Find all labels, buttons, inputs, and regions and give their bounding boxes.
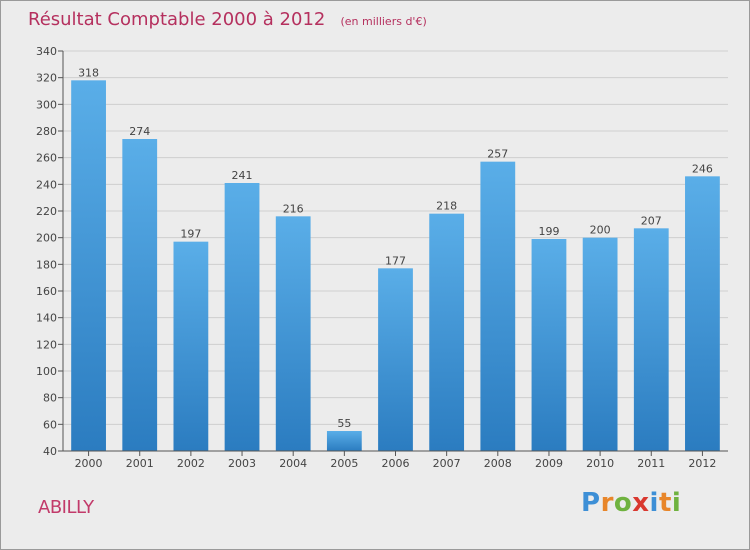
y-tick-label: 320	[36, 72, 57, 85]
town-name: ABILLY	[38, 497, 94, 518]
y-tick-label: 260	[36, 152, 57, 165]
x-tick-label: 2001	[126, 457, 154, 470]
logo-letter: o	[613, 488, 633, 518]
bar-2003	[224, 183, 260, 451]
logo-letter: i	[671, 488, 682, 518]
chart-title: Résultat Comptable 2000 à 2012	[28, 9, 326, 30]
bar-2007	[429, 213, 465, 451]
x-tick-label: 2007	[433, 457, 461, 470]
y-tick-label: 160	[36, 285, 57, 298]
data-label: 199	[538, 225, 559, 238]
bar-2004	[275, 216, 311, 451]
data-label: 246	[692, 162, 713, 175]
y-tick-label: 120	[36, 338, 57, 351]
bar-2000	[71, 80, 106, 451]
data-label: 216	[283, 202, 304, 215]
bar-2011	[633, 228, 669, 451]
bar-2008	[480, 161, 516, 451]
x-tick-label: 2011	[637, 457, 665, 470]
y-tick-label: 220	[36, 205, 57, 218]
y-tick-label: 300	[36, 98, 57, 111]
x-tick-label: 2006	[382, 457, 410, 470]
y-tick-label: 340	[36, 45, 57, 58]
x-tick-label: 2004	[279, 457, 307, 470]
y-tick-label: 240	[36, 178, 57, 191]
bar-2005	[326, 431, 362, 451]
data-label: 177	[385, 254, 406, 267]
y-tick-label: 280	[36, 125, 57, 138]
data-label: 197	[180, 228, 201, 241]
y-tick-label: 140	[36, 312, 57, 325]
data-label: 318	[78, 66, 99, 79]
data-label: 200	[590, 224, 611, 237]
x-tick-label: 2008	[484, 457, 512, 470]
logo-letter: x	[632, 488, 650, 518]
proxiti-logo[interactable]: Proxiti	[581, 488, 681, 518]
x-tick-label: 2000	[75, 457, 103, 470]
x-tick-label: 2010	[586, 457, 614, 470]
bar-2001	[122, 139, 158, 451]
x-tick-label: 2002	[177, 457, 205, 470]
chart-title-block: Résultat Comptable 2000 à 2012 (en milli…	[28, 9, 427, 30]
bar-2010	[582, 237, 618, 451]
y-tick-label: 100	[36, 365, 57, 378]
data-label: 257	[487, 148, 508, 161]
logo-letter: t	[658, 488, 672, 518]
data-label: 218	[436, 200, 457, 213]
bar-2006	[378, 268, 413, 451]
data-label: 207	[641, 214, 662, 227]
y-tick-label: 40	[43, 445, 57, 458]
y-tick-label: 80	[43, 392, 57, 405]
logo-letter: P	[581, 488, 601, 518]
x-tick-label: 2003	[228, 457, 256, 470]
chart-subtitle: (en milliers d'€)	[340, 15, 427, 28]
logo-letter: i	[649, 488, 659, 518]
y-tick-label: 60	[43, 418, 57, 431]
bar-2002	[173, 241, 209, 451]
bar-2012	[685, 176, 720, 452]
x-tick-label: 2012	[688, 457, 716, 470]
data-label: 55	[337, 417, 351, 430]
logo-letter: r	[600, 488, 614, 518]
x-tick-label: 2005	[330, 457, 358, 470]
y-tick-label: 200	[36, 232, 57, 245]
x-tick-label: 2009	[535, 457, 563, 470]
data-label: 274	[129, 125, 150, 138]
y-tick-label: 180	[36, 258, 57, 271]
data-label: 241	[232, 169, 253, 182]
bar-2009	[531, 239, 567, 451]
